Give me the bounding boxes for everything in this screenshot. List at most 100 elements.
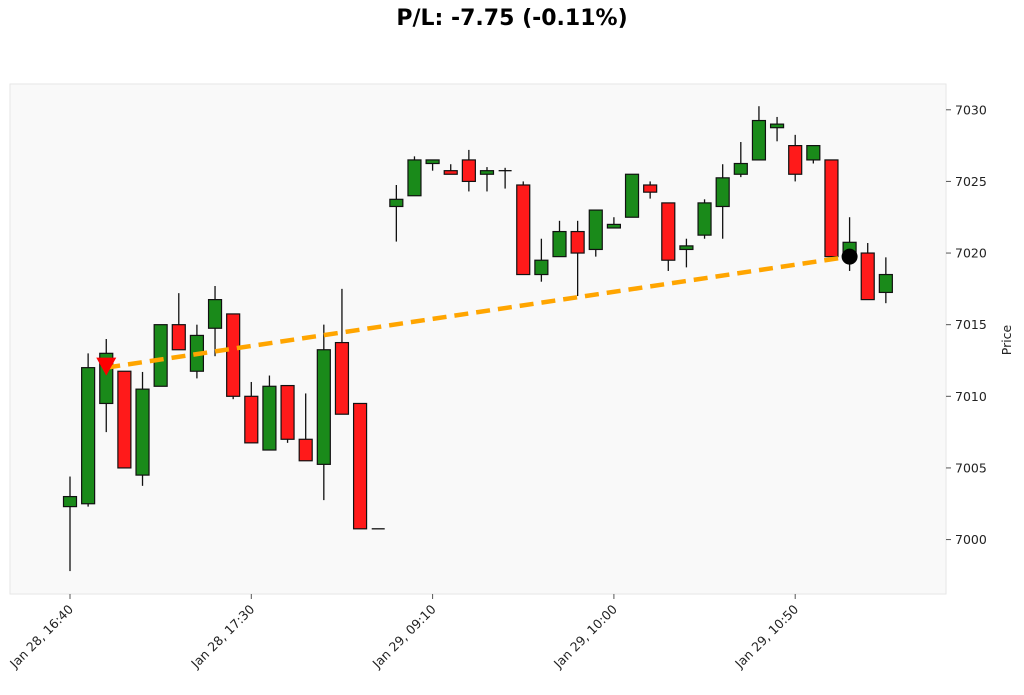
- candle-body: [606, 223, 622, 229]
- candle: [62, 476, 78, 572]
- y-tick-label: 7020: [955, 246, 987, 261]
- candle: [352, 402, 368, 530]
- candle-body: [81, 367, 96, 505]
- candle: [769, 116, 785, 142]
- candle: [298, 393, 313, 462]
- plot-area: [9, 83, 947, 595]
- y-tick-label: 7025: [955, 174, 987, 189]
- candle-body: [824, 159, 839, 258]
- exit-marker: [841, 248, 858, 265]
- candle: [588, 209, 603, 257]
- candle: [697, 199, 712, 239]
- candle-body: [715, 177, 730, 208]
- candle-body: [226, 313, 241, 397]
- candle-body: [334, 341, 350, 415]
- candle: [751, 106, 767, 161]
- candle: [443, 164, 458, 175]
- candle-body: [479, 170, 495, 175]
- candle-body: [751, 119, 767, 161]
- candle: [389, 184, 404, 242]
- candle: [624, 173, 640, 218]
- candle: [643, 181, 658, 199]
- candle-body: [62, 495, 78, 508]
- candle-body: [624, 173, 640, 218]
- candle: [570, 220, 585, 297]
- candle: [806, 145, 821, 164]
- candle: [606, 217, 622, 229]
- candle: [280, 384, 295, 443]
- candle: [334, 288, 350, 415]
- y-tick-label: 7015: [955, 317, 987, 332]
- y-tick-label: 7000: [955, 532, 987, 547]
- candle: [715, 164, 730, 239]
- x-tick-label: Jan 29, 10:00: [550, 601, 620, 671]
- candle-body: [425, 159, 440, 165]
- candle: [316, 324, 331, 501]
- candle-body: [244, 395, 259, 444]
- y-tick-label: 7030: [955, 102, 987, 117]
- candle-body: [788, 145, 803, 175]
- candle: [135, 371, 150, 486]
- candle: [534, 238, 549, 282]
- candle-body: [207, 299, 223, 329]
- candle-body: [570, 230, 585, 254]
- candle: [244, 381, 259, 444]
- candle: [461, 149, 476, 192]
- y-axis-label: Price: [999, 324, 1014, 355]
- candle: [262, 375, 277, 451]
- candle: [117, 370, 132, 469]
- candle-body: [389, 198, 404, 208]
- candle-body: [298, 438, 313, 462]
- y-tick-label: 7005: [955, 460, 987, 475]
- candle: [207, 285, 223, 357]
- candle: [171, 293, 186, 351]
- candle: [878, 257, 893, 304]
- candle-body: [534, 259, 549, 276]
- candle-body: [407, 159, 422, 197]
- candle: [516, 181, 531, 276]
- y-tick-label: 7010: [955, 389, 987, 404]
- candle: [425, 159, 440, 171]
- trade-line: [105, 254, 850, 370]
- x-tick-label: Jan 29, 09:10: [369, 601, 439, 671]
- candle: [860, 243, 875, 301]
- candle-body: [443, 170, 458, 175]
- candle-body: [733, 162, 748, 175]
- candle: [661, 202, 676, 271]
- candle-body: [769, 123, 785, 129]
- candle: [226, 313, 241, 400]
- candle-body: [117, 370, 132, 469]
- candle-body: [552, 230, 567, 258]
- candle-body: [352, 402, 368, 530]
- candle-body: [661, 202, 676, 261]
- candle-body: [516, 184, 531, 276]
- candle-body: [153, 324, 168, 387]
- candle: [407, 156, 422, 197]
- candle: [479, 167, 495, 192]
- candle-body: [860, 252, 875, 301]
- candle-body: [461, 159, 476, 183]
- candle-body: [643, 184, 658, 193]
- candle-body: [171, 324, 186, 351]
- candle-body: [878, 273, 893, 294]
- candle: [153, 324, 168, 387]
- candle-body: [262, 385, 277, 451]
- candle-body: [135, 388, 150, 476]
- candle: [788, 134, 803, 182]
- candle: [81, 353, 96, 507]
- x-tick-label: Jan 28, 16:40: [6, 601, 76, 671]
- chart-title: P/L: -7.75 (-0.11%): [396, 6, 628, 31]
- candle-body: [588, 209, 603, 251]
- candle-body: [280, 384, 295, 440]
- candle: [824, 159, 839, 258]
- candle: [733, 142, 748, 178]
- x-tick-label: Jan 29, 10:50: [731, 601, 801, 671]
- candle: [679, 238, 694, 268]
- candle-body: [697, 202, 712, 236]
- candle: [552, 220, 567, 258]
- candle-body: [679, 245, 694, 251]
- candle-body: [316, 349, 331, 465]
- candle: [498, 167, 512, 189]
- entry-marker: [96, 357, 117, 376]
